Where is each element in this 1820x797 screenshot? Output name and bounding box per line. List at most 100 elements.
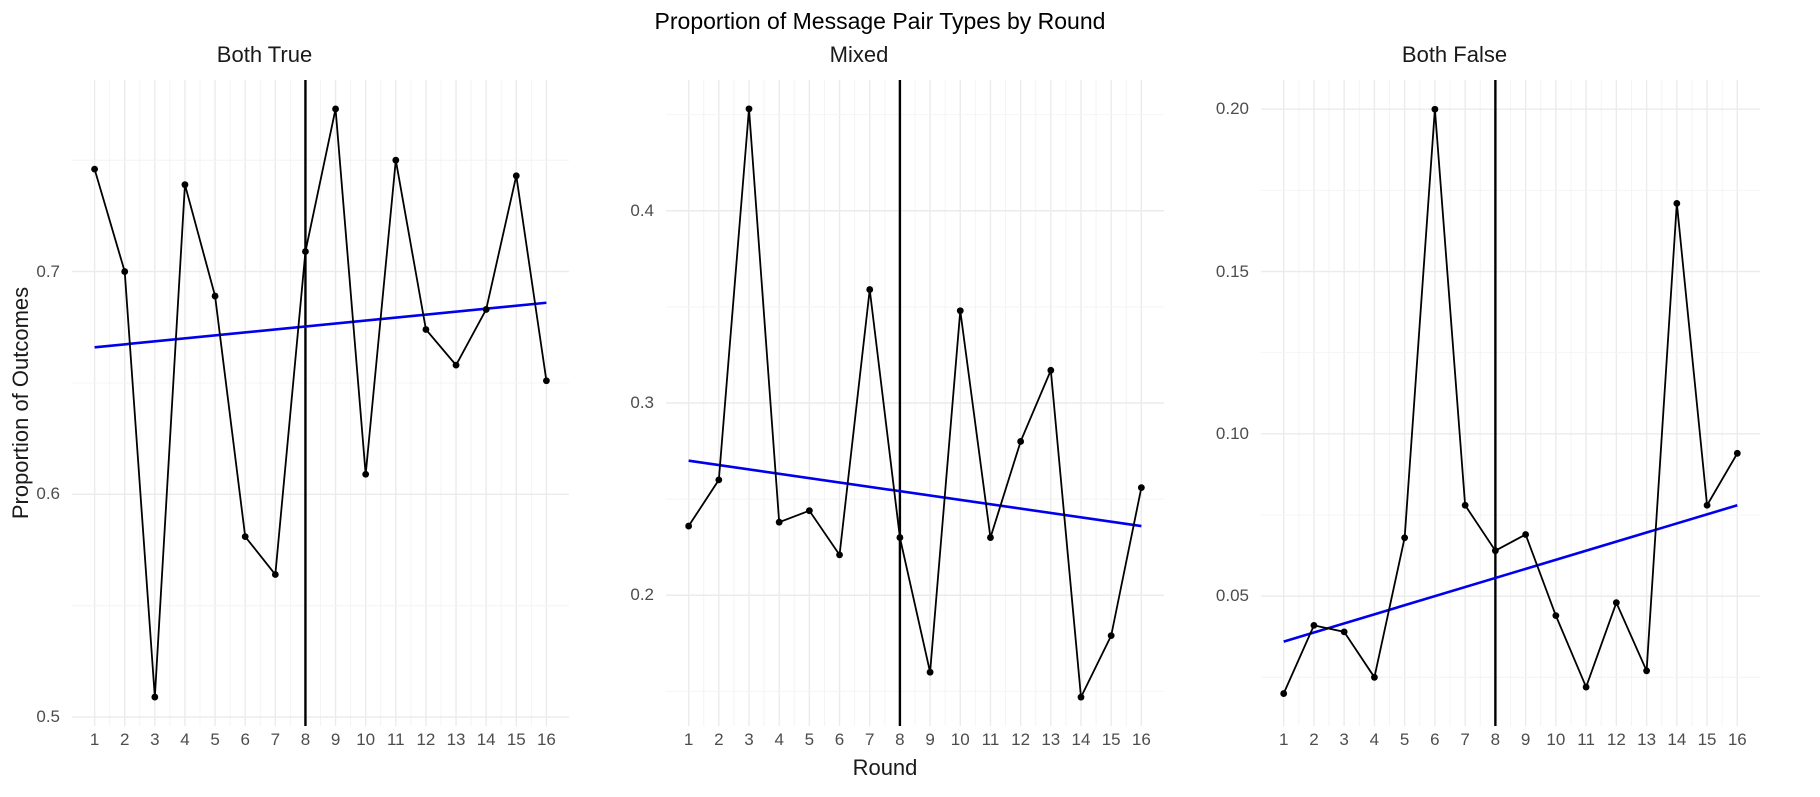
data-point <box>1552 612 1560 620</box>
trend-line <box>94 301 547 349</box>
gridlines <box>1261 80 1760 726</box>
x-tick-label: 14 <box>1071 730 1091 749</box>
x-tick-label: 13 <box>446 730 466 749</box>
data-point <box>1340 628 1348 636</box>
x-tick-label: 4 <box>774 730 784 749</box>
x-tick-label: 5 <box>804 730 815 749</box>
x-tick-label: 1 <box>89 730 100 749</box>
data-point <box>896 534 904 541</box>
data-point <box>715 476 723 484</box>
x-tick-label: 9 <box>1520 730 1531 749</box>
data-point <box>987 534 994 541</box>
panel-chart-both-false <box>1261 80 1760 726</box>
data-points <box>1280 105 1741 697</box>
x-tick-label: 7 <box>270 730 281 749</box>
data-point <box>392 156 400 164</box>
data-point <box>1582 683 1590 691</box>
data-point <box>1491 547 1499 555</box>
data-line <box>93 108 548 698</box>
data-point <box>332 105 339 113</box>
data-point <box>422 326 430 333</box>
x-tick-label: 12 <box>1606 730 1626 749</box>
data-point <box>151 693 159 701</box>
x-tick-label: 8 <box>895 730 905 749</box>
x-tick-label: 8 <box>300 730 311 749</box>
data-points <box>685 105 1145 701</box>
data-point <box>1612 599 1620 607</box>
data-point <box>271 571 279 578</box>
y-tick-label: 0.3 <box>630 393 654 412</box>
data-point <box>452 361 460 369</box>
data-point <box>512 172 520 180</box>
x-tick-label: 13 <box>1041 730 1061 749</box>
x-tick-label: 6 <box>1430 730 1440 749</box>
panel-chart-both-true <box>72 80 569 726</box>
y-tick-label: 0.05 <box>1215 586 1249 606</box>
y-tick-label: 0.15 <box>1215 261 1249 281</box>
data-line <box>687 108 1143 701</box>
x-tick-label: 7 <box>1460 730 1470 749</box>
data-line <box>1282 109 1739 694</box>
x-tick-label: 10 <box>356 730 376 749</box>
x-tick-label: 4 <box>1369 730 1380 749</box>
data-point <box>1077 693 1085 701</box>
x-tick-label: 9 <box>925 730 935 749</box>
gridlines <box>666 80 1164 726</box>
x-tick-label: 5 <box>1399 730 1410 749</box>
data-point <box>1643 667 1650 675</box>
data-point <box>241 533 249 541</box>
x-tick-label: 15 <box>1101 730 1121 749</box>
data-point <box>685 522 693 530</box>
x-tick-label: 10 <box>950 730 970 749</box>
y-tick-label: 0.2 <box>630 585 654 605</box>
data-point <box>775 518 783 526</box>
data-point <box>1280 690 1288 697</box>
data-point <box>956 307 964 315</box>
x-tick-label: 1 <box>1278 730 1289 749</box>
x-tick-label: 3 <box>1339 730 1349 749</box>
data-point <box>1703 501 1711 509</box>
x-tick-label: 9 <box>330 730 341 749</box>
x-tick-label: 14 <box>1667 730 1687 749</box>
x-tick-label: 16 <box>536 730 556 749</box>
x-tick-label: 2 <box>714 730 724 749</box>
panel-title-both-true: Both True <box>216 42 313 67</box>
x-tick-label: 15 <box>1697 730 1717 749</box>
y-tick-label: 0.20 <box>1215 99 1249 119</box>
x-tick-label: 12 <box>416 730 436 749</box>
x-tick-label: 11 <box>1577 730 1595 749</box>
data-point <box>1017 438 1025 445</box>
panel-title-mixed: Mixed <box>829 42 889 67</box>
data-point <box>1733 449 1741 457</box>
data-point <box>543 377 550 385</box>
trend-line <box>1283 504 1738 643</box>
x-tick-label: 5 <box>210 730 220 749</box>
x-tick-label: 2 <box>119 730 130 749</box>
data-point <box>1137 484 1145 491</box>
data-point <box>1107 632 1115 640</box>
panel-title-both-false: Both False <box>1401 42 1508 67</box>
data-point <box>1371 673 1378 681</box>
data-point <box>745 105 753 113</box>
x-axis-title: Round <box>852 755 918 780</box>
x-tick-label: 6 <box>240 730 250 749</box>
x-tick-label: 14 <box>476 730 496 749</box>
y-tick-label: 0.10 <box>1215 423 1249 443</box>
data-point <box>302 248 309 255</box>
data-point <box>1310 621 1318 629</box>
x-tick-label: 3 <box>744 730 754 749</box>
data-point <box>1673 199 1681 207</box>
data-point <box>805 507 813 515</box>
data-point <box>121 268 129 275</box>
data-point <box>1401 534 1409 542</box>
data-point <box>482 306 490 313</box>
x-tick-label: 2 <box>1309 730 1319 749</box>
y-axis-title: Proportion of Outcomes <box>8 286 33 520</box>
y-tick-label: 0.4 <box>630 200 654 220</box>
data-point <box>1431 105 1439 113</box>
x-tick-label: 7 <box>864 730 875 749</box>
x-tick-label: 15 <box>506 730 526 749</box>
x-tick-label: 8 <box>1490 730 1501 749</box>
x-tick-label: 16 <box>1727 730 1747 749</box>
